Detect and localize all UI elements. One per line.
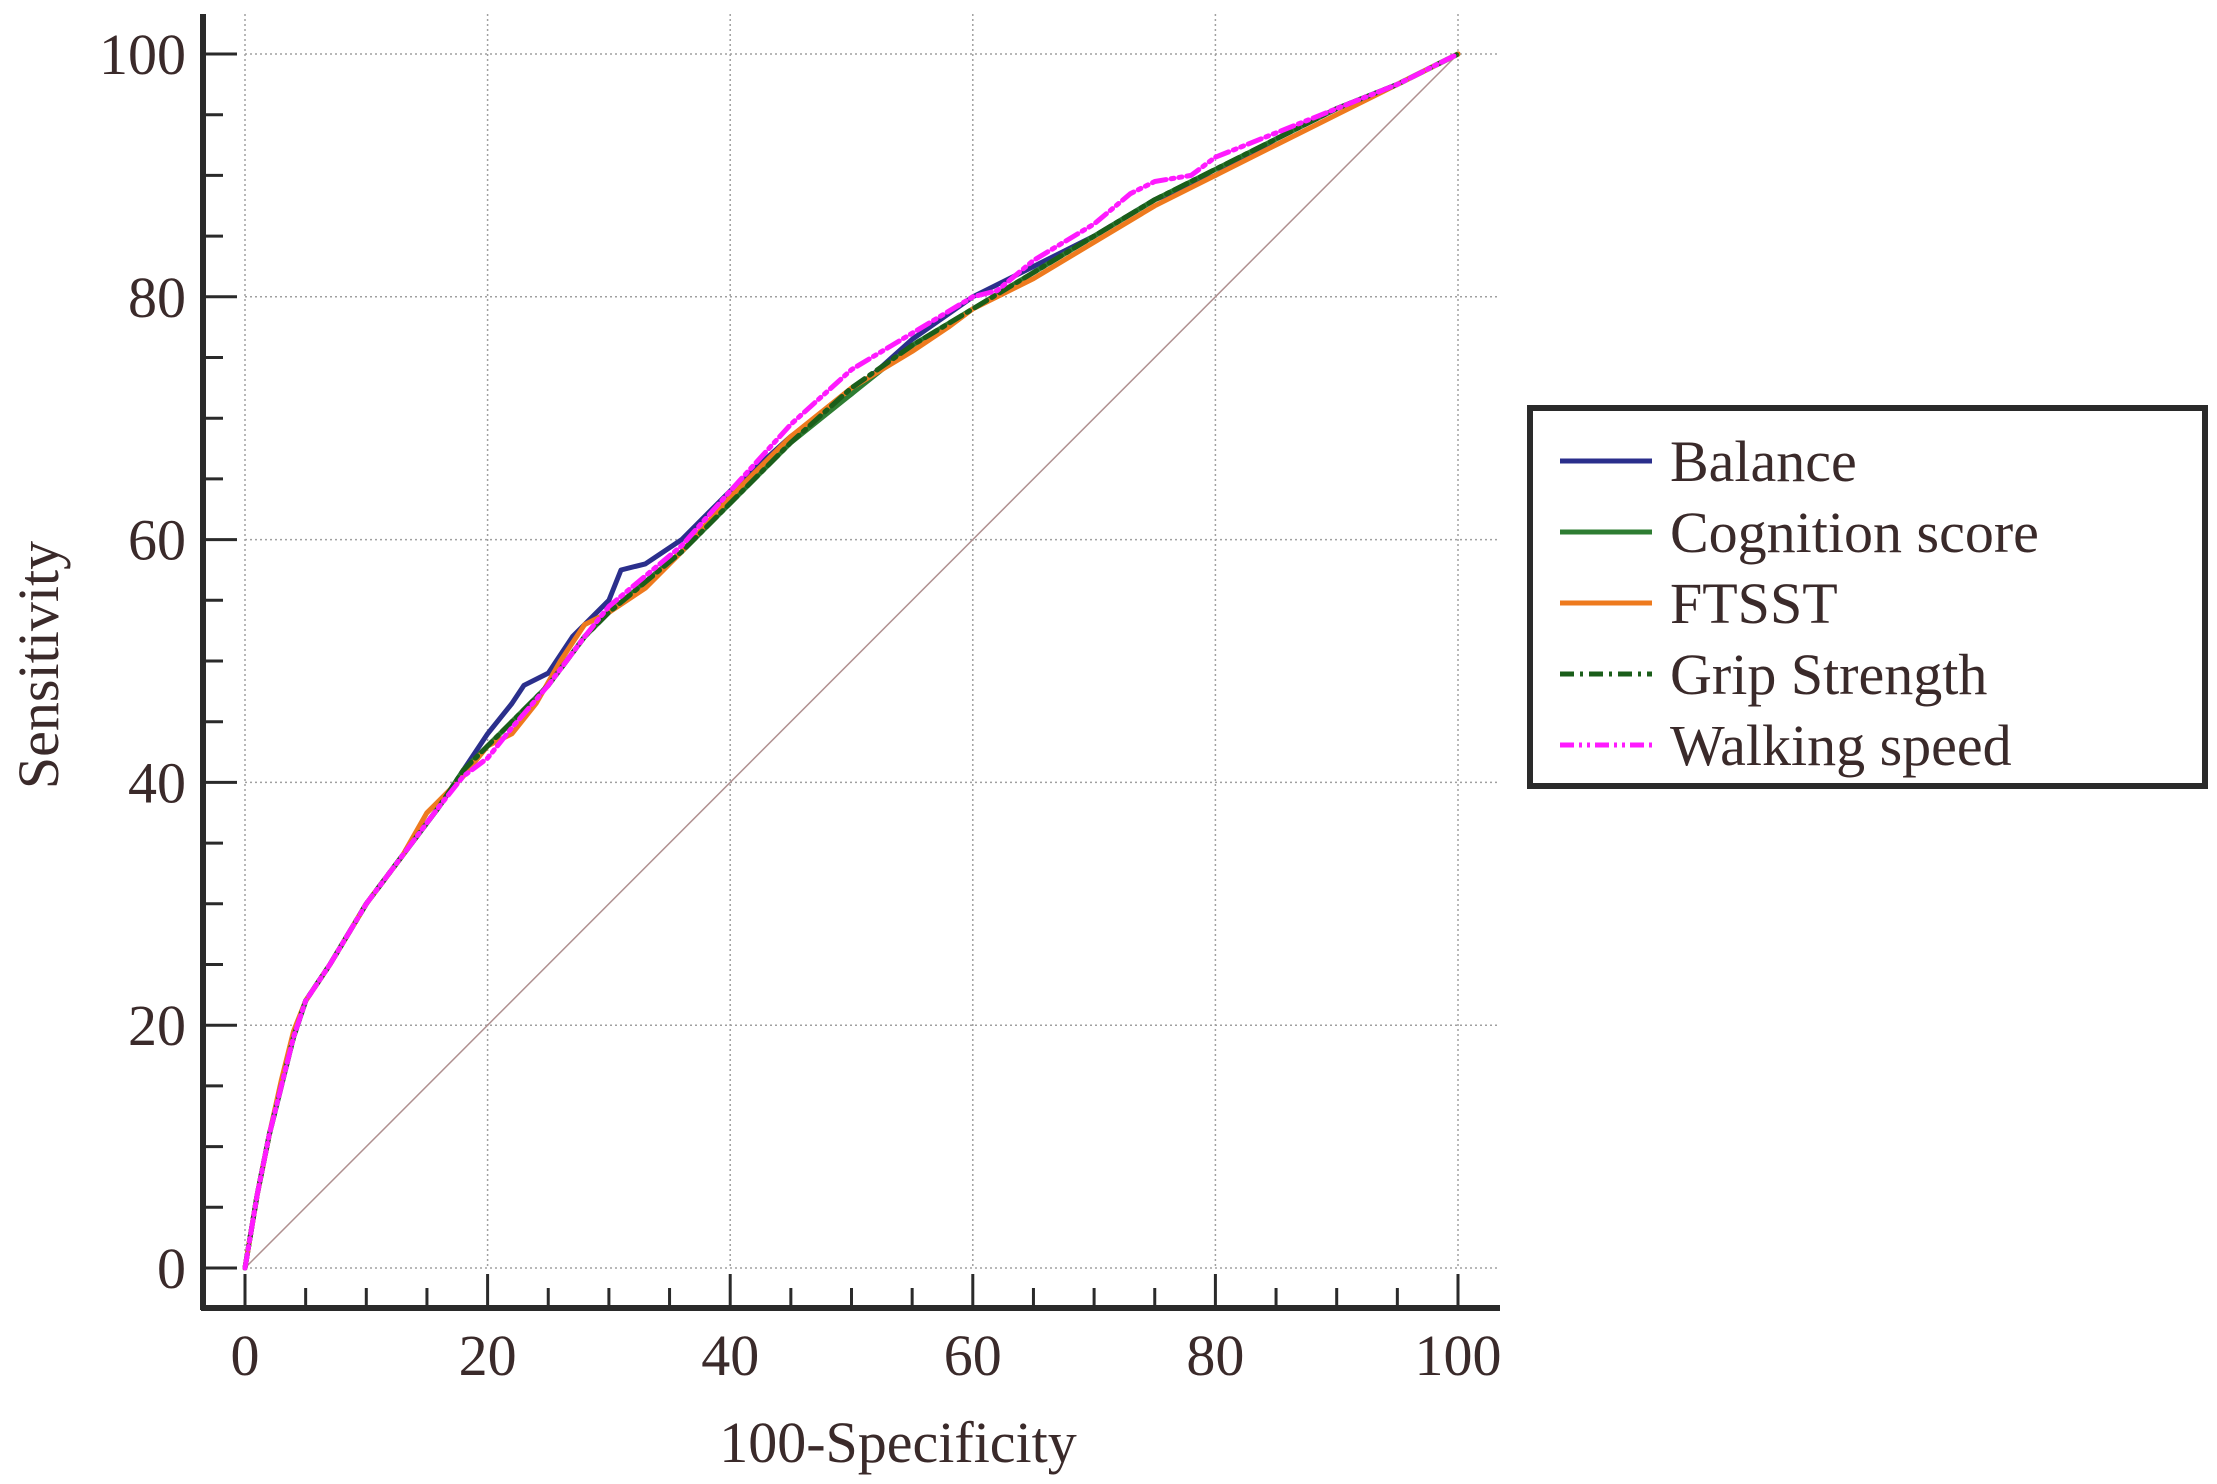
y-tick-label: 0: [157, 1236, 186, 1301]
reference-line: [244, 53, 1459, 1269]
x-tick-label: 40: [701, 1323, 759, 1388]
x-tick-label: 20: [459, 1323, 517, 1388]
legend-label: FTSST: [1670, 571, 1838, 636]
legend-box: [1527, 405, 2208, 789]
x-tick-label: 80: [1186, 1323, 1244, 1388]
series-lines: [242, 51, 1461, 1271]
x-axis-title: 100-Specificity: [719, 1410, 1077, 1475]
x-tick-label: 100: [1415, 1323, 1502, 1388]
y-tick-label: 80: [128, 265, 186, 330]
y-axis-title: Sensitivity: [6, 541, 71, 789]
grid-lines: [244, 14, 1498, 1269]
series-line-walking-speed: [242, 51, 1461, 1271]
y-tick-label: 100: [99, 22, 186, 87]
y-tick-labels: 0 20 40 60 80 100: [99, 22, 186, 1301]
x-tick-label: 0: [231, 1323, 260, 1388]
legend-label: Grip Strength: [1670, 642, 1987, 707]
legend-label: Balance: [1670, 429, 1857, 494]
x-tick-labels: 0 20 40 60 80 100: [231, 1323, 1502, 1388]
legend-label: Walking speed: [1670, 713, 2012, 778]
reference-diagonal: [244, 53, 1459, 1269]
y-tick-label: 20: [128, 993, 186, 1058]
x-tick-label: 60: [944, 1323, 1002, 1388]
axes: [200, 14, 1500, 1311]
y-tick-label: 60: [128, 508, 186, 573]
y-tick-label: 40: [128, 750, 186, 815]
legend-label: Cognition score: [1670, 500, 2039, 565]
